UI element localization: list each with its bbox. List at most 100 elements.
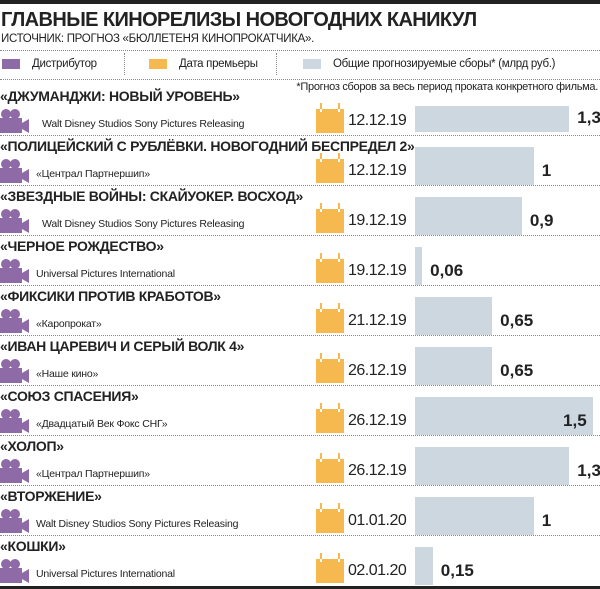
row-divider (0, 435, 600, 436)
gross-bar (415, 106, 570, 132)
divider (0, 79, 600, 80)
distributor-name: «Двадцатый Век Фокс СНГ» (36, 418, 168, 430)
film-row: «ДЖУМАНДЖИ: НОВЫЙ УРОВЕНЬ» Walt Disney S… (0, 88, 600, 138)
film-row: «ХОЛОП» «Централ Партнершип» 26.12.19 1,… (0, 438, 600, 488)
premiere-date: 19.12.19 (348, 212, 407, 229)
film-row: «КОШКИ» Universal Pictures International… (0, 538, 600, 588)
divider (124, 53, 125, 75)
divider (0, 50, 600, 51)
gross-bar (415, 247, 423, 285)
chart-title: ГЛАВНЫЕ КИНОРЕЛИЗЫ НОВОГОДНИХ КАНИКУЛ (1, 9, 477, 31)
distributor-name: «Наше кино» (36, 368, 99, 380)
calendar-icon (315, 553, 345, 583)
premiere-date: 26.12.19 (348, 462, 407, 479)
gross-bar (415, 447, 570, 485)
row-divider (0, 235, 600, 236)
film-row: «ВТОРЖЕНИЕ» Walt Disney Studios Sony Pic… (0, 488, 600, 538)
film-row: «ЧЕРНОЕ РОЖДЕСТВО» Universal Pictures In… (0, 238, 600, 288)
distributor-name: Walt Disney Studios Sony Pictures Releas… (36, 518, 239, 530)
legend-label: Дистрибутор (32, 58, 97, 70)
calendar-icon (315, 203, 345, 233)
distributor-name: «Централ Партнершип» (36, 468, 150, 480)
gross-value: 1,5 (563, 411, 587, 430)
gross-bar (415, 397, 594, 435)
gross-bar (415, 497, 534, 535)
row-divider (0, 335, 600, 336)
film-title: «СОЮЗ СПАСЕНИЯ» (0, 388, 139, 404)
camera-icon (0, 108, 30, 134)
gross-value: 1,3 (577, 108, 600, 127)
film-title: «КОШКИ» (0, 538, 66, 554)
premiere-date: 26.12.19 (348, 412, 407, 429)
legend-premiere: Дата премьеры (149, 57, 258, 71)
gross-bar (415, 297, 493, 335)
gross-value: 1 (541, 161, 552, 180)
calendar-icon (315, 303, 345, 333)
gross-value: 0,65 (500, 361, 534, 380)
legend-gross: Общие прогнозируемые сборы* (млрд руб.) (303, 57, 555, 71)
gross-value: 0,15 (440, 561, 474, 580)
gross-bar (415, 197, 522, 235)
film-row: «ЗВЕЗДНЫЕ ВОЙНЫ: СКАЙУОКЕР. ВОСХОД» Walt… (0, 188, 600, 238)
gross-bar (415, 347, 493, 385)
camera-icon (0, 558, 30, 584)
distributor-name: Universal Pictures International (36, 268, 175, 280)
camera-icon (0, 258, 30, 284)
calendar-icon (315, 453, 345, 483)
footnote: *Прогноз сборов за весь период проката к… (296, 81, 598, 93)
gross-bar (415, 147, 534, 185)
divider (276, 53, 277, 75)
row-divider (0, 385, 600, 386)
film-title: «ЧЕРНОЕ РОЖДЕСТВО» (0, 238, 164, 254)
row-divider (0, 485, 600, 486)
source-line: ИСТОЧНИК: ПРОГНОЗ «БЮЛЛЕТЕНЯ КИНОПРОКАТЧ… (1, 33, 314, 45)
film-row: «ПОЛИЦЕЙСКИЙ С РУБЛЁВКИ. НОВОГОДНИЙ БЕСП… (0, 138, 600, 188)
camera-icon (0, 308, 30, 334)
film-title: «ИВАН ЦАРЕВИЧ И СЕРЫЙ ВОЛК 4» (0, 338, 245, 354)
premiere-date: 21.12.19 (348, 312, 407, 329)
camera-icon (0, 358, 30, 384)
film-title: «ФИКСИКИ ПРОТИВ КРАБОТОВ» (0, 288, 221, 304)
film-row: «СОЮЗ СПАСЕНИЯ» «Двадцатый Век Фокс СНГ»… (0, 388, 600, 438)
gross-value: 0,9 (529, 211, 554, 230)
gross-value: 1,3 (577, 461, 600, 480)
premiere-date: 01.01.20 (348, 512, 407, 529)
camera-icon (0, 458, 30, 484)
distributor-name: Universal Pictures International (36, 568, 175, 580)
top-rule (0, 0, 600, 4)
calendar-icon (315, 253, 345, 283)
legend-label: Дата премьеры (179, 58, 258, 70)
legend-swatch-orange (149, 59, 167, 69)
legend-label: Общие прогнозируемые сборы* (млрд руб.) (333, 58, 556, 70)
film-title: «ХОЛОП» (0, 438, 64, 454)
distributor-name: «Централ Партнершип» (36, 168, 150, 180)
calendar-icon (315, 353, 345, 383)
calendar-icon (315, 403, 345, 433)
legend-swatch-gray (303, 59, 321, 69)
calendar-icon (315, 103, 345, 133)
camera-icon (0, 508, 30, 534)
calendar-icon (315, 153, 345, 183)
distributor-name: «Каропрокат» (36, 318, 102, 330)
premiere-date: 12.12.19 (348, 112, 407, 129)
legend-distributor: Дистрибутор (2, 57, 97, 71)
distributor-name: Walt Disney Studios Sony Pictures Releas… (42, 218, 245, 230)
distributor-name: Walt Disney Studios Sony Pictures Releas… (42, 118, 245, 130)
legend-swatch-purple (2, 59, 20, 69)
gross-value: 0,65 (500, 311, 534, 330)
bottom-rule (0, 586, 600, 589)
calendar-icon (315, 503, 345, 533)
camera-icon (0, 158, 30, 184)
row-divider (0, 185, 600, 186)
film-row: «ИВАН ЦАРЕВИЧ И СЕРЫЙ ВОЛК 4» «Наше кино… (0, 338, 600, 388)
premiere-date: 26.12.19 (348, 362, 407, 379)
gross-value: 1 (541, 511, 552, 530)
premiere-date: 19.12.19 (348, 262, 407, 279)
row-divider (0, 285, 600, 286)
film-title: «ЗВЕЗДНЫЕ ВОЙНЫ: СКАЙУОКЕР. ВОСХОД» (0, 188, 304, 204)
gross-value: 0,06 (430, 261, 464, 280)
gross-bar (415, 547, 433, 585)
film-title: «ПОЛИЦЕЙСКИЙ С РУБЛЁВКИ. НОВОГОДНИЙ БЕСП… (0, 138, 415, 154)
premiere-date: 12.12.19 (348, 162, 407, 179)
